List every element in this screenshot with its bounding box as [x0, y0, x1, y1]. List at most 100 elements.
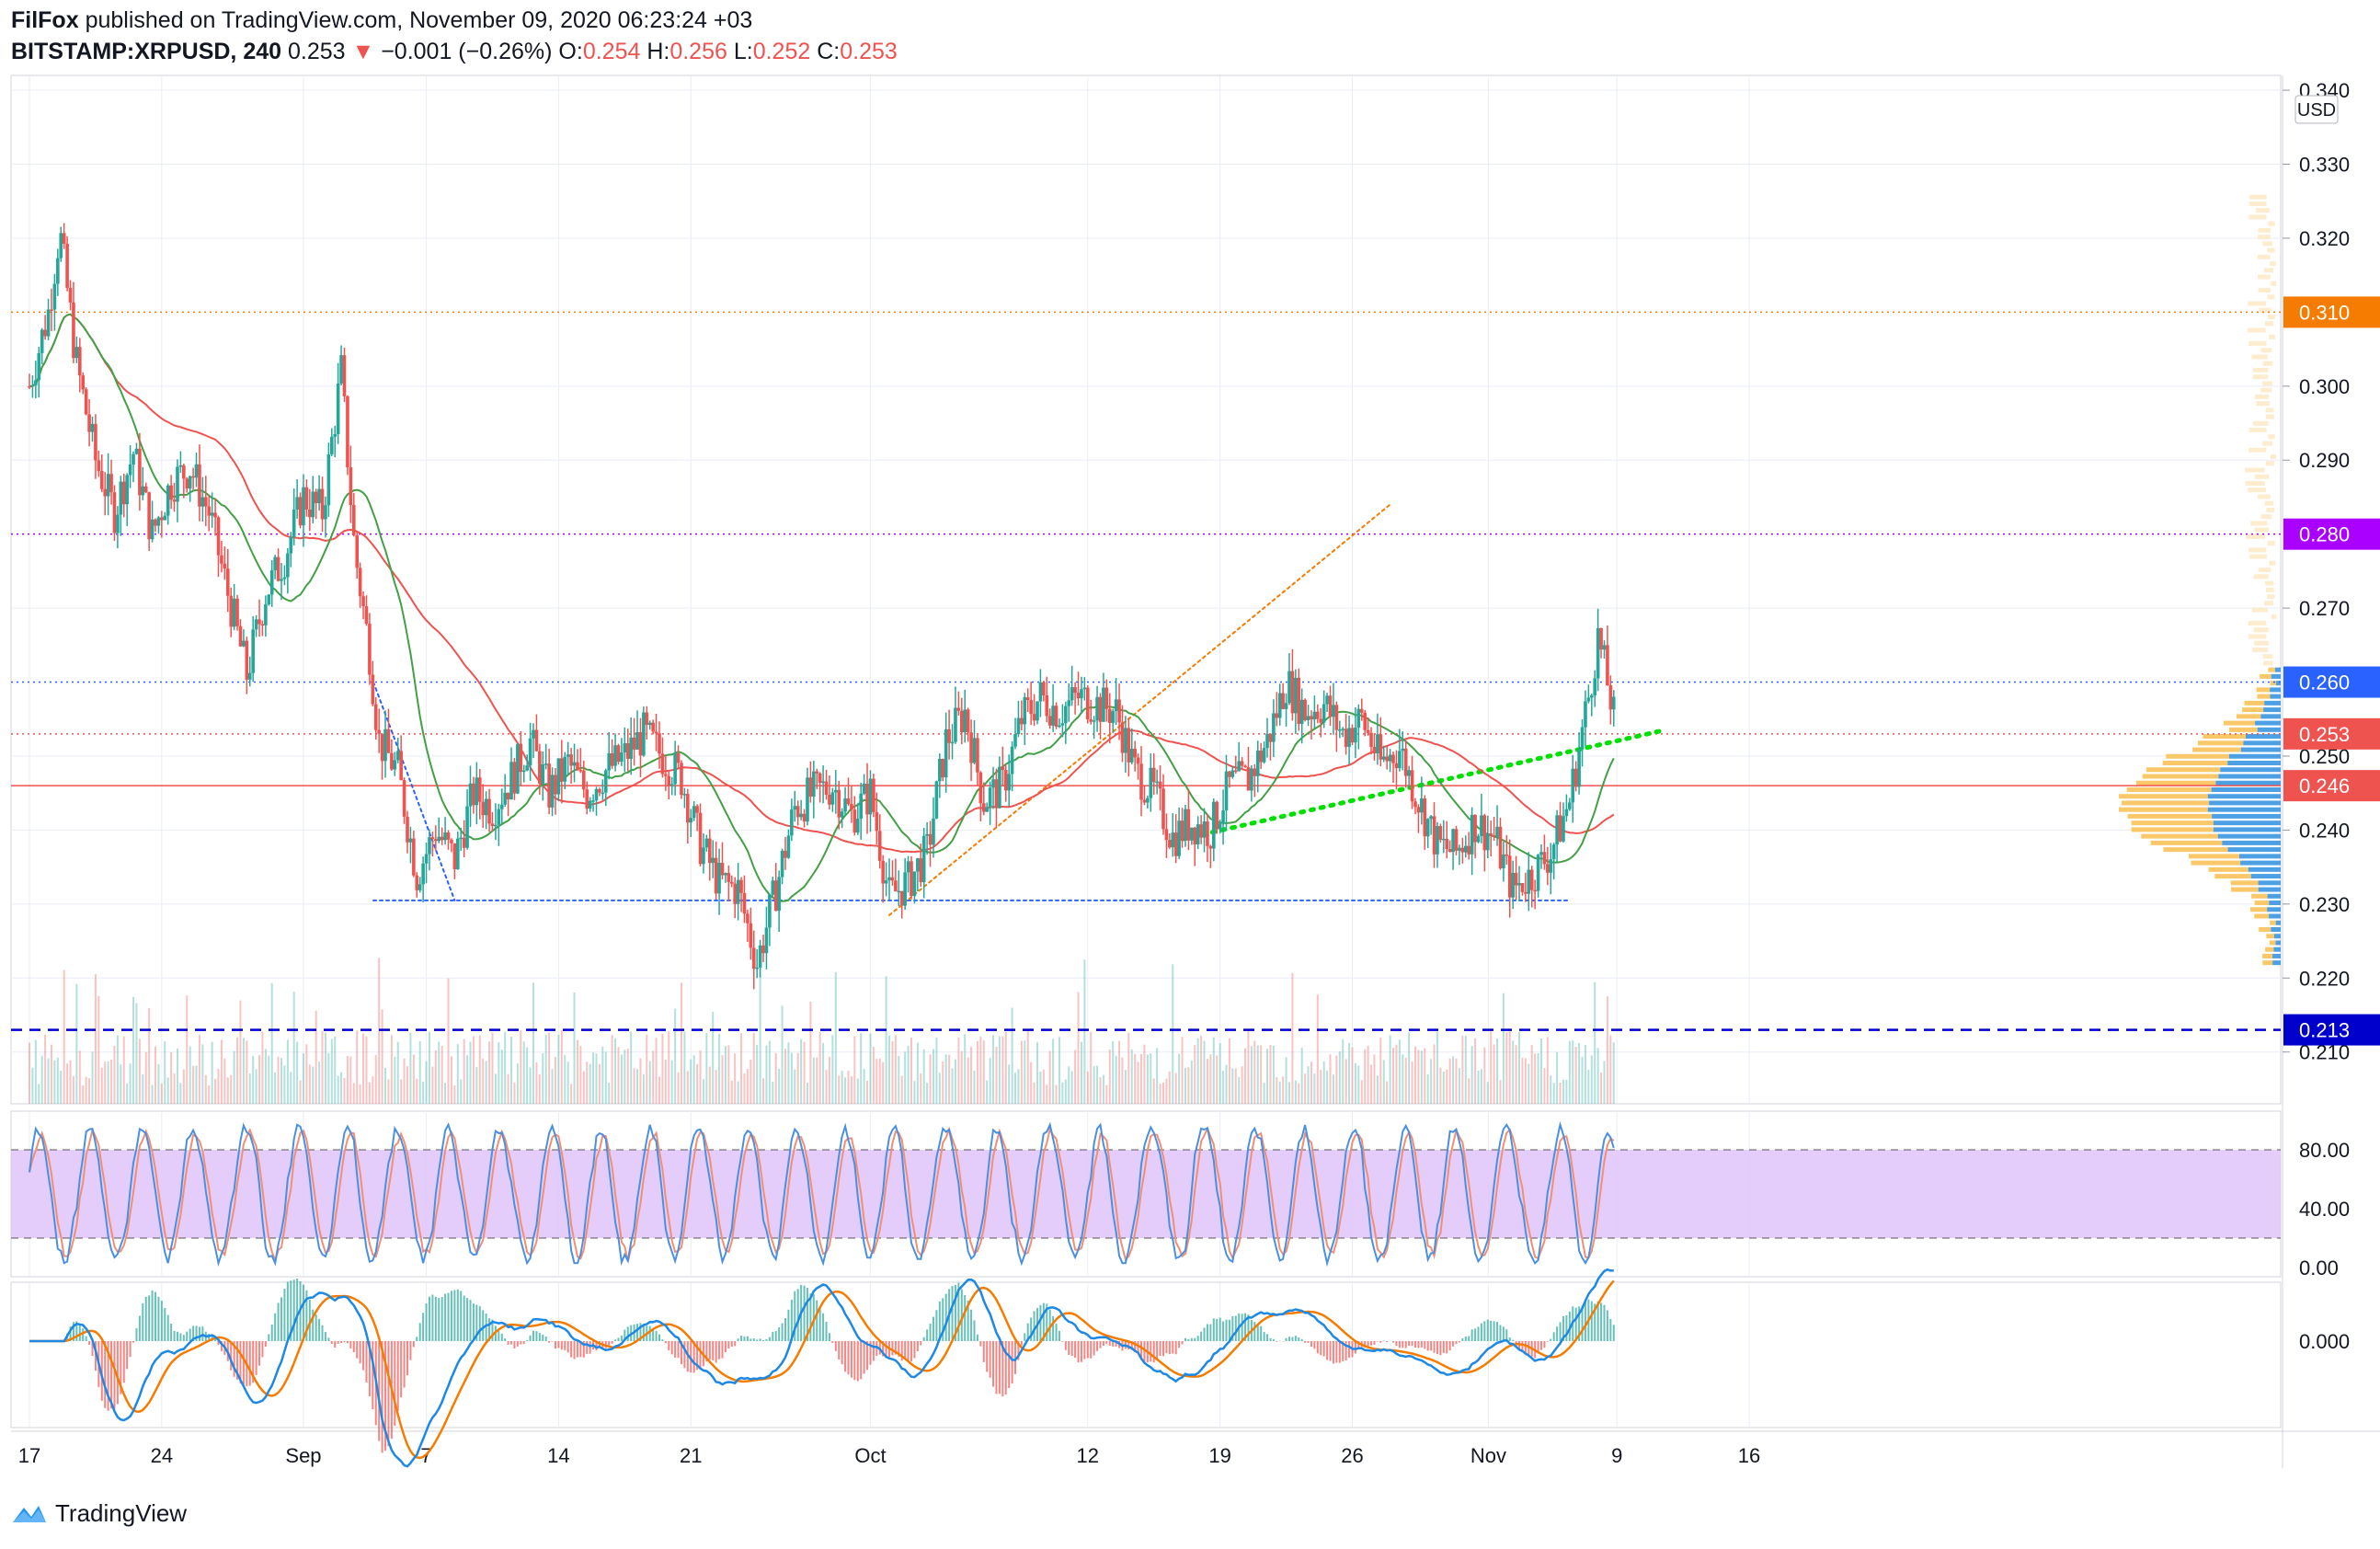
volume-bar: [154, 1046, 156, 1104]
candle-body: [897, 890, 901, 893]
volume-bar: [406, 1066, 408, 1104]
candle-body: [34, 380, 38, 385]
candle-body: [276, 556, 280, 581]
candle-body: [1546, 864, 1550, 873]
macd-histogram-bar: [242, 1341, 245, 1385]
volume-bar: [655, 1038, 658, 1104]
y-tick-label: 0.230: [2299, 893, 2350, 916]
candle-body: [812, 771, 816, 797]
candle-body: [1536, 855, 1540, 891]
volume-bar: [384, 1067, 387, 1104]
volume-bar: [913, 1081, 916, 1104]
symbol-label[interactable]: BITSTAMP:XRPUSD, 240: [11, 39, 282, 64]
candle-body: [415, 875, 419, 890]
candle-body: [1558, 815, 1562, 842]
macd-histogram-bar: [384, 1341, 387, 1451]
macd-histogram-bar: [1196, 1336, 1199, 1341]
candle-body: [326, 453, 331, 506]
volume-bar: [198, 1035, 200, 1104]
candle-body: [1606, 645, 1609, 686]
macd-histogram-bar: [85, 1336, 87, 1341]
candle-body: [424, 854, 429, 864]
volume-bar: [144, 1051, 147, 1104]
volume-bar: [500, 1050, 503, 1104]
volume-bar: [1174, 1073, 1177, 1104]
candle-body: [1338, 729, 1342, 731]
volume-bar: [538, 1074, 541, 1104]
volume-bar: [768, 1040, 771, 1104]
macd-histogram-bar: [286, 1281, 289, 1341]
macd-histogram-bar: [431, 1294, 434, 1341]
macd-histogram-bar: [1426, 1341, 1429, 1351]
candle-body: [109, 474, 113, 493]
macd-histogram-bar: [692, 1341, 695, 1373]
macd-histogram-bar: [478, 1306, 481, 1341]
macd-histogram-bar: [195, 1325, 198, 1341]
macd-histogram-bar: [394, 1341, 396, 1427]
macd-histogram-bar: [734, 1341, 737, 1347]
volume-bar: [1537, 1053, 1539, 1104]
macd-histogram-bar: [1033, 1311, 1036, 1341]
candle-body: [1127, 728, 1131, 763]
candle-body: [1246, 766, 1251, 791]
volume-bar: [608, 1083, 611, 1104]
macd-histogram-bar: [1039, 1304, 1042, 1341]
macd-histogram-bar: [1042, 1302, 1045, 1341]
macd-histogram-bar: [642, 1324, 645, 1341]
candle-body: [588, 800, 592, 809]
candle-body: [1202, 821, 1207, 838]
volume-profile-bar: [2251, 607, 2268, 613]
macd-histogram-bar: [1528, 1341, 1530, 1356]
candle-body: [59, 233, 63, 258]
macd-histogram-bar: [1112, 1341, 1115, 1347]
volume-profile-bar: [2248, 201, 2267, 206]
macd-histogram-bar: [850, 1341, 852, 1378]
candle-body: [273, 556, 277, 570]
candle-body: [1322, 704, 1326, 723]
macd-histogram-bar: [330, 1341, 333, 1345]
volume-bar: [1017, 1069, 1020, 1104]
macd-histogram-bar: [453, 1290, 456, 1341]
volume-bar: [299, 1080, 302, 1104]
candle-body: [430, 837, 435, 840]
candle-body: [185, 478, 189, 489]
volume-profile-bar: [2252, 374, 2269, 380]
volume-profile-bar: [2250, 874, 2281, 879]
volume-bar: [1112, 1041, 1115, 1104]
candle-body: [978, 772, 983, 804]
trendline: [888, 503, 1391, 916]
candle-body: [1129, 748, 1134, 763]
volume-bar: [1256, 1045, 1259, 1104]
volume-bar: [1502, 993, 1505, 1104]
macd-histogram-bar: [860, 1341, 863, 1380]
candle-body: [216, 517, 221, 556]
volume-bar: [1304, 1073, 1307, 1104]
publish-info: FilFox published on TradingView.com, Nov…: [11, 7, 752, 34]
macd-histogram-bar: [308, 1299, 311, 1341]
macd-histogram-bar: [1030, 1317, 1033, 1341]
macd-histogram-bar: [699, 1341, 702, 1370]
volume-profile-bar: [2267, 541, 2275, 546]
volume-profile-bar: [2248, 634, 2267, 639]
macd-histogram-bar: [951, 1286, 954, 1341]
author-name[interactable]: FilFox: [11, 7, 79, 33]
candle-body: [1473, 814, 1477, 843]
volume-bar: [894, 1035, 897, 1104]
volume-bar: [431, 1066, 434, 1104]
macd-histogram-bar: [1370, 1341, 1373, 1346]
volume-bar: [349, 1056, 352, 1104]
x-tick-label: Sep: [285, 1444, 321, 1467]
volume-bar: [1534, 1053, 1537, 1104]
tradingview-footer[interactable]: TradingView: [11, 1499, 187, 1528]
macd-histogram-bar: [1574, 1307, 1577, 1341]
volume-bar: [513, 1082, 516, 1104]
volume-profile-bar: [2118, 807, 2208, 812]
volume-bar: [784, 1049, 786, 1104]
volume-bar: [1594, 981, 1596, 1104]
macd-histogram-bar: [1562, 1315, 1564, 1341]
volume-bar: [705, 1033, 708, 1104]
candle-body: [742, 892, 747, 914]
volume-bar: [935, 1038, 938, 1104]
candle-body: [613, 745, 617, 766]
